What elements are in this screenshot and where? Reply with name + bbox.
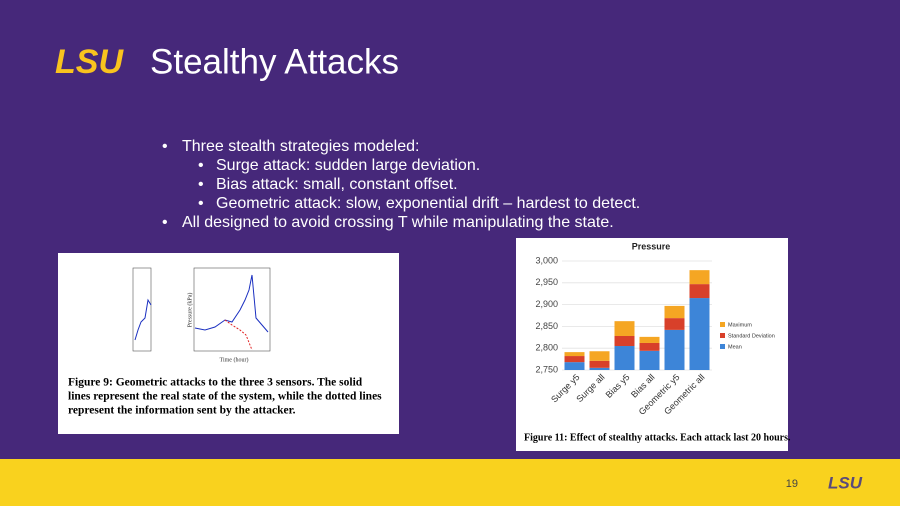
legend-label: Maximum xyxy=(728,322,752,328)
plot-frame xyxy=(132,267,152,352)
sub-bullet: Geometric attack: slow, exponential drif… xyxy=(216,195,640,212)
bar-segment xyxy=(639,342,660,351)
bar-segment xyxy=(664,305,685,319)
bullet-list: • Three stealth strategies modeled: • Surge… xyxy=(162,138,640,231)
bar-segment xyxy=(589,351,610,361)
bar-segment xyxy=(614,346,635,370)
bullet: Three stealth strategies modeled: xyxy=(182,138,419,155)
bullet-mark: • xyxy=(162,214,168,231)
y-tick-label: 2,900 xyxy=(535,299,558,309)
y-tick-label: 2,950 xyxy=(535,277,558,287)
bar-segment xyxy=(614,335,635,347)
sub-bullet: Surge attack: sudden large deviation. xyxy=(216,157,480,174)
chart-title: Pressure xyxy=(632,241,671,251)
y-tick-label: 2,800 xyxy=(535,343,558,353)
y-tick-label: 2,750 xyxy=(535,364,558,374)
plot-frame xyxy=(193,267,271,352)
y-tick-label: 3,000 xyxy=(535,255,558,265)
bar-segment xyxy=(589,360,610,368)
chart-caption: Figure 11: Effect of stealthy attacks. E… xyxy=(524,432,791,443)
axis-label: Time (hour) xyxy=(220,356,249,363)
bullet: All designed to avoid crossing T while m… xyxy=(182,214,614,231)
bar-segment xyxy=(664,318,685,330)
sub-bullet: Bias attack: small, constant offset. xyxy=(216,176,458,193)
bar-segment xyxy=(564,362,585,370)
bar-segment xyxy=(689,284,710,299)
plot-line xyxy=(134,298,152,341)
slide-title: Stealthy Attacks xyxy=(150,42,399,81)
plot-line xyxy=(224,319,253,351)
caption-line: represent the information sent by the at… xyxy=(68,405,296,417)
page-number: 19 xyxy=(786,478,798,490)
caption-line: lines represent the real state of the sy… xyxy=(68,391,382,403)
logo: LSU xyxy=(55,43,124,81)
bar-segment xyxy=(689,270,710,285)
legend-swatch xyxy=(720,344,725,349)
legend-swatch xyxy=(720,333,725,338)
bar-segment xyxy=(614,321,635,336)
bullet-mark: • xyxy=(198,176,204,193)
bar-segment xyxy=(664,329,685,370)
caption-line: Figure 9: Geometric attacks to the three… xyxy=(68,377,363,389)
footer-band xyxy=(0,459,900,506)
bar-segment xyxy=(639,336,660,343)
bar-segment xyxy=(589,367,610,370)
legend-swatch xyxy=(720,322,725,327)
figure-left-plots: Pressure (kPa) Time (hour) xyxy=(132,267,271,363)
bar-segment xyxy=(564,356,585,363)
bullet-mark: • xyxy=(162,138,168,155)
bar-segment xyxy=(564,352,585,357)
bar-segment xyxy=(639,350,660,370)
legend-label: Mean xyxy=(728,344,742,350)
footer-logo: LSU xyxy=(828,473,863,492)
bullet-mark: • xyxy=(198,195,204,212)
plot-line xyxy=(194,274,269,333)
bar-segment xyxy=(689,298,710,370)
legend-label: Standard Deviation xyxy=(728,333,775,339)
axis-label: Pressure (kPa) xyxy=(186,293,193,328)
bullet-mark: • xyxy=(198,157,204,174)
y-tick-label: 2,850 xyxy=(535,321,558,331)
figure-left xyxy=(58,253,399,434)
